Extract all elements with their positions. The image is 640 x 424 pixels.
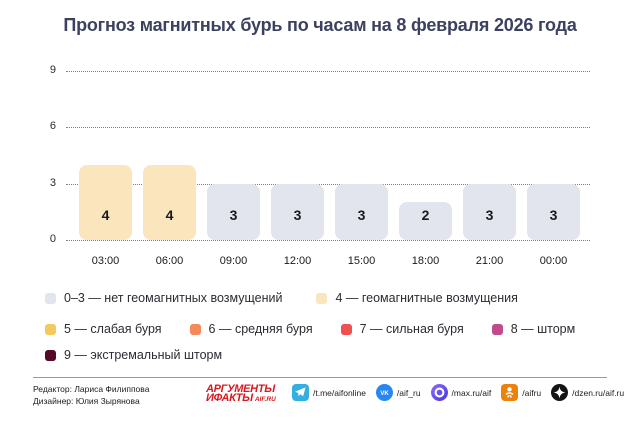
bar-5 <box>399 202 452 240</box>
vk-icon: VK <box>375 384 393 401</box>
legend-item: 4 — геомагнитные возмущения <box>316 291 518 305</box>
x-axis-label: 03:00 <box>91 255 120 267</box>
x-axis-label: 18:00 <box>411 255 440 267</box>
aif-logo-suffix: AIF.RU <box>254 396 276 403</box>
legend-swatch <box>491 323 503 335</box>
legend-label: 6 — средняя буря <box>208 322 313 336</box>
bar-value-label: 3 <box>357 207 366 223</box>
legend-item: 7 — сильная буря <box>340 322 464 336</box>
bar-value-label: 4 <box>101 207 110 223</box>
social-link[interactable]: /dzen.ru/aif.ru <box>551 384 624 401</box>
y-axis-label: 3 <box>49 176 56 189</box>
legend-label: 0–3 — нет геомагнитных возмущений <box>64 291 283 305</box>
legend-swatch <box>316 292 328 304</box>
bar-value-label: 3 <box>293 207 302 223</box>
y-axis-label: 6 <box>49 120 56 133</box>
bar-value-label: 3 <box>549 207 558 223</box>
bar-value-label: 2 <box>421 207 430 223</box>
legend-item: 5 — слабая буря <box>45 322 162 336</box>
legend-label: 7 — сильная буря <box>359 322 464 336</box>
x-axis-label: 09:00 <box>219 255 248 267</box>
x-axis-label: 12:00 <box>283 255 312 267</box>
max-icon <box>430 384 448 401</box>
bar-7 <box>527 183 580 240</box>
legend-label: 4 — геомагнитные возмущения <box>335 291 518 305</box>
social-links-bar: /t.me/aifonline VK/aif_ru/max.ru/aif/aifr… <box>292 384 624 401</box>
telegram-icon <box>292 384 309 401</box>
designer-credit: Дизайнер: Юлия Зырянова <box>33 396 140 406</box>
bar-6 <box>463 183 516 240</box>
aif-logo: АРГУМЕНТЫ ИФАКТЫ AIF.RU <box>206 383 276 404</box>
bar-value-label: 4 <box>165 207 174 223</box>
social-link[interactable]: /max.ru/aif <box>430 384 492 401</box>
legend-item: 9 — экстремальный шторм <box>45 348 222 362</box>
aif-logo-line1: АРГУМЕНТЫ <box>206 383 275 395</box>
bar-4 <box>335 183 388 240</box>
bar-0 <box>79 164 132 240</box>
social-link-label: /aifru <box>522 387 542 398</box>
legend-swatch <box>45 323 56 335</box>
bar-value-label: 3 <box>229 207 238 223</box>
gridline-0 <box>66 240 590 241</box>
social-link-label: /t.me/aifonline <box>313 387 366 398</box>
bar-1 <box>143 164 196 240</box>
x-axis-label: 21:00 <box>475 255 504 267</box>
legend-swatch <box>189 323 201 335</box>
gridline-6 <box>66 127 590 129</box>
legend-row-0: 0–3 — нет геомагнитных возмущений 4 — гео… <box>45 291 518 305</box>
legend-swatch <box>340 323 352 335</box>
legend-label: 9 — экстремальный шторм <box>64 348 223 362</box>
svg-text:VK: VK <box>380 391 389 397</box>
x-axis-label: 15:00 <box>347 255 376 267</box>
dzen-icon <box>551 384 569 401</box>
x-axis-label: 00:00 <box>539 255 568 267</box>
legend-item: 0–3 — нет геомагнитных возмущений <box>45 291 282 305</box>
gridline-9 <box>66 70 590 72</box>
legend-row-1: 5 — слабая буря 6 — средняя буря 7 — сильн… <box>45 322 575 336</box>
page-title: Прогноз магнитных бурь по часам на 8 фев… <box>63 15 577 35</box>
social-link-label: /max.ru/aif <box>451 387 492 398</box>
legend-label: 5 — слабая буря <box>64 322 162 336</box>
y-axis-label: 0 <box>49 233 56 245</box>
legend-swatch <box>45 349 56 361</box>
footer-divider <box>33 377 607 378</box>
legend-label: 8 — шторм <box>510 322 576 336</box>
legend-swatch <box>45 292 56 304</box>
legend-item: 6 — средняя буря <box>189 322 313 336</box>
social-link-label: /aif_ru <box>396 387 421 398</box>
social-link[interactable]: /t.me/aifonline <box>292 384 366 401</box>
bar-value-label: 3 <box>485 207 494 223</box>
gridline-3 <box>66 183 590 185</box>
social-link-label: /dzen.ru/aif.ru <box>572 387 625 398</box>
ok-icon <box>501 384 519 401</box>
editor-credit: Редактор: Лариса Филиппова <box>33 384 150 394</box>
bar-3 <box>271 183 324 240</box>
legend-item: 8 — шторм <box>491 322 576 336</box>
social-link[interactable]: VK/aif_ru <box>375 384 421 401</box>
legend-row-2: 9 — экстремальный шторм <box>45 348 222 362</box>
y-axis-label: 9 <box>49 63 56 76</box>
social-link[interactable]: /aifru <box>501 384 541 401</box>
aif-logo-line2: ИФАКТЫ <box>206 392 253 404</box>
x-axis-label: 06:00 <box>155 255 184 267</box>
credits-block: Редактор: Лариса Филиппова Дизайнер: Юли… <box>33 383 149 407</box>
bar-2 <box>207 183 260 240</box>
